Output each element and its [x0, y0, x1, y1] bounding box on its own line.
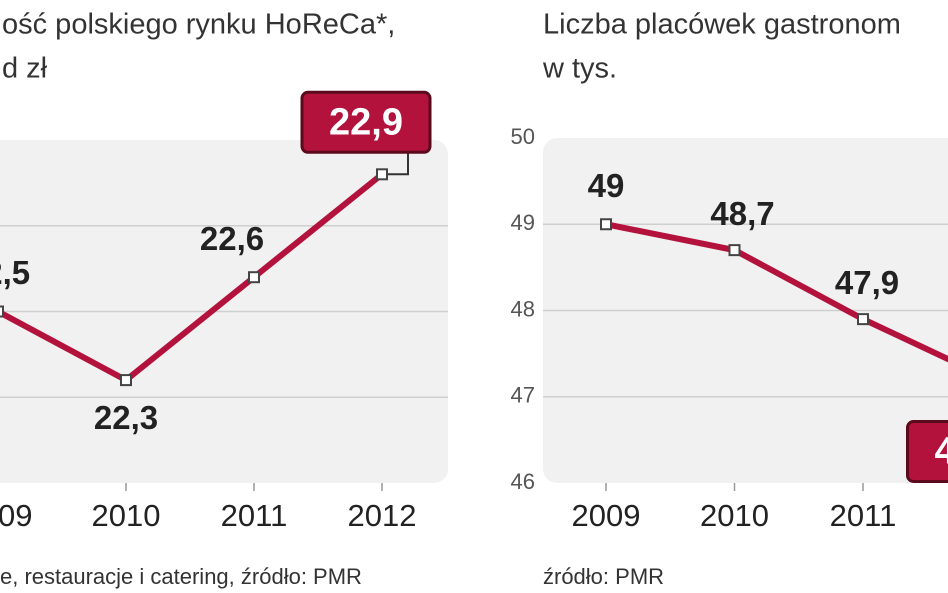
value-label: 48,7 — [710, 195, 774, 232]
chart-title: ość polskiego rynku HoReCa*, — [2, 9, 395, 41]
note: źródło: PMR — [543, 564, 664, 589]
leader — [388, 152, 409, 176]
value-label: 22,9 — [329, 101, 403, 143]
x-tick-label: 2012 — [348, 498, 417, 533]
line — [605, 221, 948, 363]
point — [0, 305, 4, 318]
value-label: 47,2 — [935, 431, 948, 473]
x-tick-label: 2009 — [0, 498, 32, 533]
chart-title: w tys. — [542, 53, 617, 85]
x-tick-label: 2011 — [830, 498, 897, 533]
point — [728, 244, 741, 257]
value-label: 22,5 — [0, 254, 30, 291]
note: e, restauracje i catering, źródło: PMR — [0, 564, 362, 589]
y-tick-label: 47 — [511, 383, 535, 408]
value-label: 22,3 — [94, 399, 158, 436]
x-tick-label: 2009 — [572, 498, 641, 533]
x-tick-label: 2010 — [92, 498, 161, 533]
point — [600, 218, 612, 231]
x-tick-label: 2011 — [221, 498, 288, 533]
line — [0, 171, 384, 384]
point — [857, 313, 869, 326]
highlight-box — [300, 90, 432, 154]
y-tick-label: 46 — [511, 469, 535, 494]
x-tick-label: 2010 — [700, 498, 769, 533]
point — [376, 168, 388, 181]
value-label: 47,9 — [835, 264, 899, 301]
y-tick-label: 50 — [511, 124, 535, 149]
chart-title: d zł — [2, 53, 48, 85]
point — [248, 271, 260, 284]
point — [120, 374, 132, 387]
value-label: 22,6 — [200, 220, 264, 257]
y-tick-label: 48 — [511, 296, 535, 321]
value-label: 49 — [588, 167, 625, 204]
chart-title: Liczba placówek gastronom — [543, 9, 901, 41]
highlight-box — [906, 420, 948, 483]
y-tick-label: 49 — [511, 210, 535, 235]
